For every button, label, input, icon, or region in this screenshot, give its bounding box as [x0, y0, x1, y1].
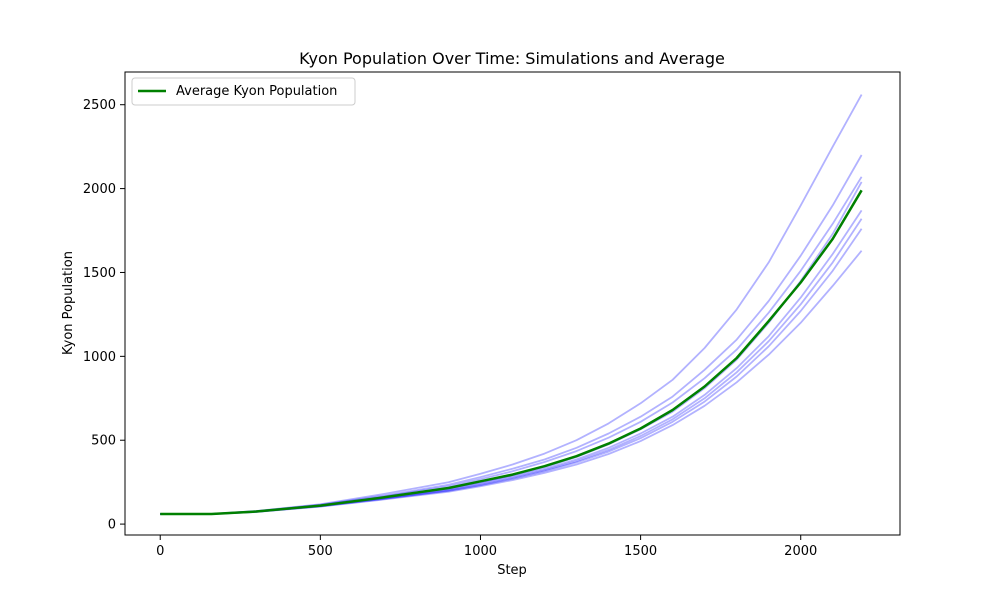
y-tick-label: 2500	[83, 98, 116, 113]
x-tick-label: 500	[308, 544, 333, 559]
y-tick-label: 0	[108, 518, 116, 533]
plot-frame	[124, 71, 901, 536]
y-tick-label: 500	[91, 434, 116, 449]
plot-area	[160, 94, 863, 516]
y-axis-label: Kyon Population	[61, 251, 76, 355]
x-tick-label: 0	[156, 544, 164, 559]
y-axis: 0 500 1000 1500 2000 2500	[83, 98, 125, 533]
series-line-simulation-1	[160, 94, 863, 515]
series-line-simulation-3	[160, 176, 863, 515]
y-tick-label: 2000	[83, 182, 116, 197]
x-tick-label: 1500	[624, 544, 657, 559]
legend: Average Kyon Population	[131, 77, 356, 106]
chart-title: Kyon Population Over Time: Simulations a…	[299, 49, 725, 68]
x-axis: 0 500 1000 1500 2000	[156, 535, 817, 559]
x-tick-label: 2000	[784, 544, 817, 559]
y-tick-label: 1500	[83, 266, 116, 281]
x-axis-label: Step	[497, 563, 527, 578]
legend-box	[131, 77, 356, 106]
x-tick-label: 1000	[464, 544, 497, 559]
series-line-average	[160, 189, 863, 516]
y-tick-label: 1000	[83, 350, 116, 365]
legend-label-average: Average Kyon Population	[176, 84, 337, 99]
